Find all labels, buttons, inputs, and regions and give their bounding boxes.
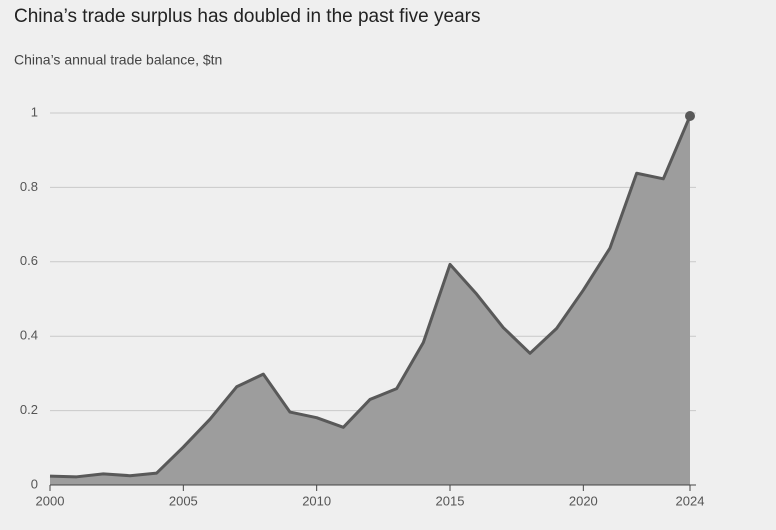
y-tick-label: 0 <box>31 476 38 491</box>
y-tick-label: 1 <box>31 104 38 119</box>
x-tick-label: 2005 <box>169 493 198 508</box>
line <box>49 115 692 479</box>
chart-subtitle: China’s annual trade balance, $tn <box>14 52 222 68</box>
x-tick-label: 2024 <box>676 493 705 508</box>
chart-title: China’s trade surplus has doubled in the… <box>14 6 480 27</box>
x-tick-label: 2020 <box>569 493 598 508</box>
x-tick-label: 2015 <box>436 493 465 508</box>
y-tick-label: 0.4 <box>20 328 38 343</box>
end-point <box>685 110 695 121</box>
y-tick-label: 0.6 <box>20 253 38 268</box>
x-tick-label: 2000 <box>36 493 65 508</box>
x-tick-label: 2010 <box>302 493 331 508</box>
y-tick-label: 0.2 <box>20 402 38 417</box>
area <box>50 115 690 485</box>
y-tick-label: 0.8 <box>20 179 38 194</box>
